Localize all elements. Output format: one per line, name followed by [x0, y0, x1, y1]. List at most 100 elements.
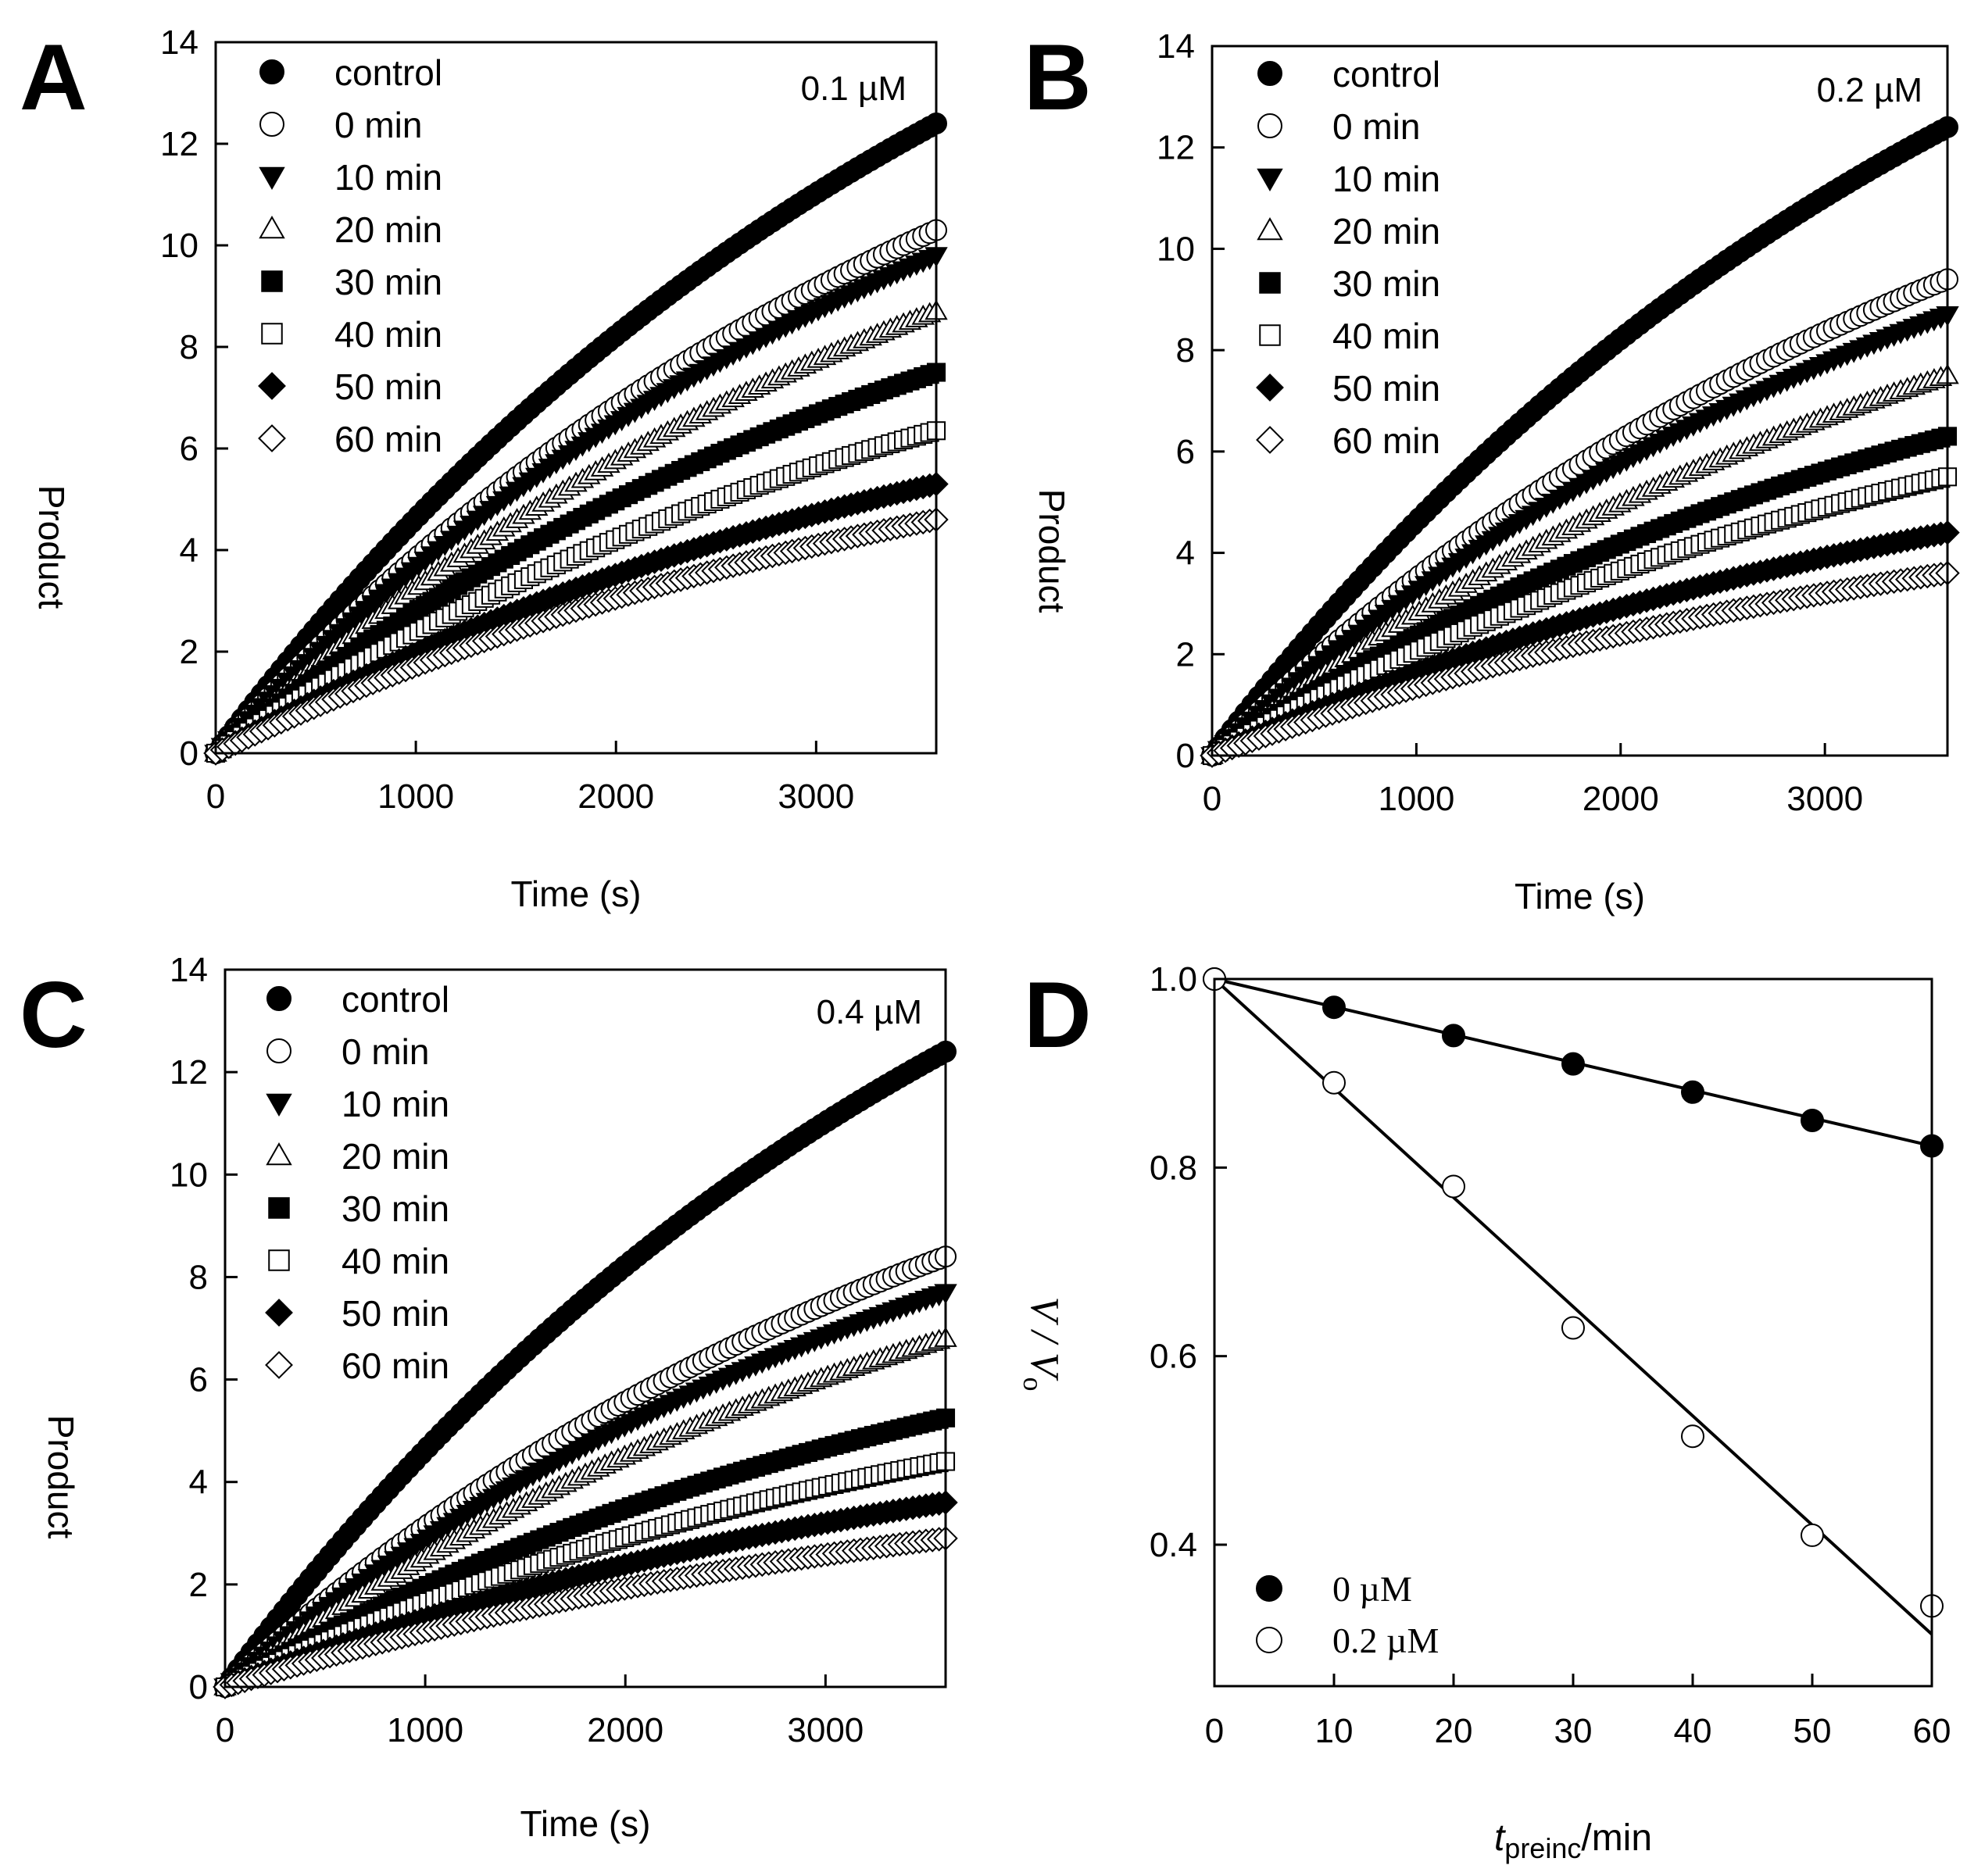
legend-item: control [266, 979, 449, 1020]
y-tick-label: 2 [180, 633, 198, 671]
data-point [1442, 1174, 1465, 1199]
legend-marker [259, 166, 285, 191]
legend-marker [1257, 168, 1283, 192]
panel-d: 0.4 0.6 0.8 1.0 0 10 20 30 40 50 60 tpreinc/min V / … [1017, 960, 1951, 1864]
y-tick-label: 6 [1176, 433, 1195, 471]
y-tick-label: 4 [189, 1463, 208, 1502]
x-tick-label: 20 [1435, 1712, 1473, 1750]
x-axis-label: Time (s) [520, 1803, 651, 1844]
legend-label: control [342, 979, 449, 1020]
legend-marker [266, 1093, 292, 1117]
legend-item: 30 min [1259, 263, 1440, 304]
legend-label: 10 min [1332, 159, 1440, 199]
data-point [1322, 1070, 1346, 1095]
legend-marker [268, 1197, 290, 1219]
legend-item: 0 min [259, 105, 422, 145]
legend-label: 50 min [334, 366, 442, 407]
legend-item: control [1257, 54, 1440, 95]
panel-letter: B [1024, 25, 1092, 130]
legend-item: 50 min [258, 366, 442, 407]
legend: control 0 min 10 min 20 min 30 min 40 min 50 m… [1256, 54, 1440, 461]
x-axis-label-sub: preinc [1504, 1832, 1581, 1864]
series-60-min [1200, 560, 1960, 768]
legend-marker [1256, 426, 1284, 454]
legend-item: 0.2 µM [1256, 1621, 1439, 1660]
legend-marker [259, 59, 284, 84]
plot-frame [1211, 45, 1949, 757]
panel-letter: A [20, 25, 88, 130]
legend-item: 50 min [1256, 368, 1440, 409]
y-axis-label-main: V / V [1022, 1296, 1067, 1381]
legend-label: 50 min [1332, 368, 1440, 409]
y-tick-label: 14 [170, 951, 208, 989]
x-tick-label: 1000 [1378, 780, 1454, 818]
legend-label: 40 min [334, 314, 442, 355]
legend-item: 20 min [1257, 211, 1440, 252]
x-axis-label-rest: /min [1581, 1817, 1652, 1859]
x-tick-label: 30 [1554, 1712, 1593, 1750]
y-tick-label: 8 [1176, 331, 1195, 370]
x-tick-label: 0 [1205, 1712, 1224, 1750]
y-tick-label: 14 [1157, 27, 1195, 66]
legend-item: 0 min [266, 1031, 429, 1072]
series-40-min [1202, 467, 1958, 766]
y-tick-label: 0 [189, 1668, 208, 1706]
y-tick-label: 0.4 [1150, 1526, 1197, 1564]
x-axis-label-main: t [1494, 1817, 1506, 1859]
concentration-label: 0.4 µM [817, 993, 922, 1031]
legend-item: 10 min [1257, 159, 1440, 199]
legend-label: 0 min [1332, 106, 1420, 147]
y-tick-label: 0 [180, 734, 198, 773]
legend-marker [261, 323, 283, 345]
legend-label: 40 min [1332, 316, 1440, 356]
x-tick-label: 10 [1315, 1712, 1354, 1750]
legend-label: 0.2 µM [1332, 1621, 1439, 1660]
panel-b: 0 2 4 6 8 10 12 14 0 1000 2000 3000 Time (s) Product B… [1024, 25, 1960, 917]
y-axis-label: Product [31, 485, 72, 609]
legend: control 0 min 10 min 20 min 30 min 40 min 50 m… [258, 52, 442, 459]
x-axis-label: tpreinc/min [1494, 1817, 1652, 1864]
y-tick-label: 12 [170, 1053, 208, 1092]
legend-marker [1257, 113, 1282, 138]
y-axis-label-sub: o [1017, 1378, 1049, 1392]
series-10-min [213, 1284, 957, 1699]
y-tick-label: 12 [160, 125, 198, 163]
legend-marker [1257, 61, 1282, 86]
panel-letter: D [1024, 963, 1092, 1067]
y-axis-label: Product [41, 1415, 81, 1539]
y-tick-label: 4 [1176, 534, 1195, 573]
legend-item: control [259, 52, 442, 93]
legend-marker [268, 1249, 290, 1271]
panel-c: 0 2 4 6 8 10 12 14 0 1000 2000 3000 Time (s) Product C… [20, 951, 958, 1844]
y-tick-label: 14 [160, 23, 198, 62]
series-0-µM [1203, 967, 1944, 1158]
legend-label: 0 min [334, 105, 422, 145]
y-axis-label: V / Vo [1017, 1296, 1067, 1391]
y-tick-label: 8 [189, 1258, 208, 1296]
x-tick-label: 1000 [387, 1711, 463, 1749]
legend-label: 20 min [334, 209, 442, 250]
legend-label: 30 min [342, 1188, 449, 1229]
data-markers [203, 113, 949, 766]
data-markers [1200, 116, 1960, 768]
data-point [1561, 1316, 1585, 1340]
y-tick-label: 8 [180, 328, 198, 366]
legend-marker [265, 1299, 293, 1327]
legend-marker [266, 1038, 291, 1063]
data-markers [213, 1040, 958, 1699]
x-tick-label: 2000 [587, 1711, 663, 1749]
legend-label: 50 min [342, 1293, 449, 1334]
legend-marker [258, 424, 286, 452]
legend-label: control [1332, 54, 1440, 95]
x-tick-label: 3000 [778, 777, 854, 816]
legend-label: 60 min [1332, 420, 1440, 461]
legend-item: 50 min [265, 1293, 449, 1334]
legend-marker [261, 270, 283, 292]
legend-marker [1259, 272, 1281, 294]
x-tick-label: 50 [1794, 1712, 1832, 1750]
legend-label: 30 min [1332, 263, 1440, 304]
legend-marker [1256, 1575, 1282, 1602]
legend-item: 0 min [1257, 106, 1420, 147]
legend-marker [266, 1142, 292, 1166]
panel-a: 0 2 4 6 8 10 12 14 0 1000 2000 3000 Time (s) Product A… [20, 23, 949, 914]
